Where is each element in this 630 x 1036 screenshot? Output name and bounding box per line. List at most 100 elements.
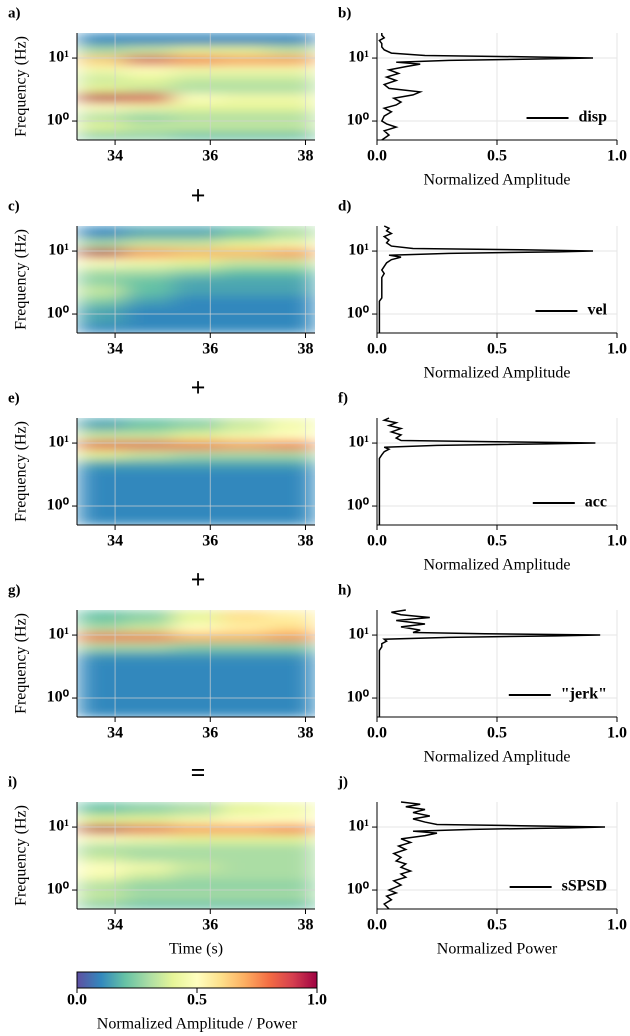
heatmap-cell (172, 487, 221, 498)
heatmap-cell (77, 890, 126, 901)
y-tick-label: 10⁰ (47, 881, 70, 898)
heatmap-cell (267, 679, 315, 690)
heatmap-cell (77, 468, 126, 479)
heatmap-cell (219, 430, 268, 441)
x-tick-label: 1.0 (607, 917, 627, 934)
heatmap-cell (172, 418, 221, 431)
heatmap-cell (172, 880, 221, 891)
heatmap-cell (124, 226, 173, 239)
heatmap-cell (172, 698, 221, 709)
heatmap-cell (219, 698, 268, 709)
heatmap-cell (77, 304, 126, 315)
heatmap-cell (124, 802, 173, 815)
heatmap-cell (219, 304, 268, 315)
heatmap-cells (77, 33, 315, 140)
x-axis-label: Normalized Power (437, 941, 558, 958)
panel-label: a) (8, 5, 21, 21)
y-tick-label: 10¹ (348, 242, 369, 259)
heatmap-cell (219, 477, 268, 488)
heatmap-cell (124, 506, 173, 517)
heatmap-cell (172, 304, 221, 315)
heatmap-cell (267, 650, 315, 661)
heatmap-cell (267, 506, 315, 517)
heatmap-cell (77, 449, 126, 460)
heatmap-cell (219, 295, 268, 306)
heatmap-cell (267, 842, 315, 853)
heatmap-cell (172, 632, 221, 642)
heatmap-cell (219, 285, 268, 296)
heatmap-cell (219, 688, 268, 699)
heatmap-cell (172, 707, 221, 717)
heatmap-cell (124, 33, 173, 46)
heatmap-cell (124, 64, 173, 75)
heatmap-cell (77, 610, 126, 623)
heatmap-cell (124, 824, 173, 834)
heatmap-cell (172, 861, 221, 872)
heatmap-cell (267, 266, 315, 277)
heatmap-cell (267, 477, 315, 488)
heatmap-cell (124, 660, 173, 671)
y-tick-label: 10¹ (348, 434, 369, 451)
heatmap-cell (267, 632, 315, 642)
heatmap-cell (219, 641, 268, 652)
heatmap-cell (172, 238, 221, 249)
x-axis-label: Normalized Amplitude (423, 172, 570, 189)
heatmap-cell (77, 622, 126, 633)
heatmap-cell (124, 130, 173, 140)
heatmap-cell (219, 515, 268, 525)
heatmap-cell (267, 323, 315, 333)
heatmap-cell (77, 226, 126, 239)
heatmap-cell (124, 650, 173, 661)
colorbar-tick-label: 0.5 (187, 992, 207, 1009)
heatmap-cell (124, 295, 173, 306)
heatmap-cell (267, 487, 315, 498)
heatmap-cell (172, 814, 221, 825)
heatmap-cell (219, 418, 268, 431)
heatmap-cell (77, 477, 126, 488)
heatmap-cell (77, 650, 126, 661)
heatmap-cell (77, 632, 126, 642)
heatmap-cell (77, 802, 126, 815)
heatmap-cell (219, 468, 268, 479)
heatmap-cell (77, 430, 126, 441)
heatmap-cell (267, 73, 315, 84)
heatmap-cell (172, 458, 221, 469)
heatmap-cell (172, 842, 221, 853)
heatmap-cell (267, 418, 315, 431)
heatmap-cell (124, 73, 173, 84)
heatmap-cell (219, 226, 268, 239)
heatmap-cell (77, 842, 126, 853)
x-tick-label: 36 (202, 917, 218, 934)
colorbar-tick-label: 1.0 (307, 992, 327, 1009)
heatmap-cell (124, 610, 173, 623)
heatmap-cell (172, 610, 221, 623)
heatmap-cell (124, 842, 173, 853)
heatmap-cell (172, 55, 221, 65)
heatmap-cell (219, 487, 268, 498)
heatmap-cell (124, 266, 173, 277)
heatmap-cell (219, 45, 268, 56)
y-axis-label: Frequency (Hz) (13, 613, 30, 714)
x-tick-label: 36 (202, 725, 218, 742)
heatmap-cell (124, 477, 173, 488)
heatmap-cell (77, 121, 126, 132)
heatmap-cell (219, 73, 268, 84)
heatmap-cell (77, 506, 126, 517)
heatmap-cell (172, 852, 221, 863)
heatmap-cell (124, 852, 173, 863)
heatmap-cell (77, 33, 126, 46)
heatmap-cell (172, 468, 221, 479)
heatmap-cell (219, 64, 268, 75)
heatmap-cell (267, 861, 315, 872)
heatmap-cell (77, 871, 126, 882)
heatmap-cell (267, 64, 315, 75)
heatmap-cell (267, 458, 315, 469)
panel-label: d) (338, 198, 351, 214)
heatmap-cell (124, 449, 173, 460)
heatmap-cell (172, 890, 221, 901)
x-tick-label: 36 (202, 533, 218, 550)
heatmap-cell (77, 688, 126, 699)
heatmap-cell (219, 323, 268, 333)
heatmap-cell (219, 824, 268, 834)
heatmap-cell (124, 248, 173, 258)
